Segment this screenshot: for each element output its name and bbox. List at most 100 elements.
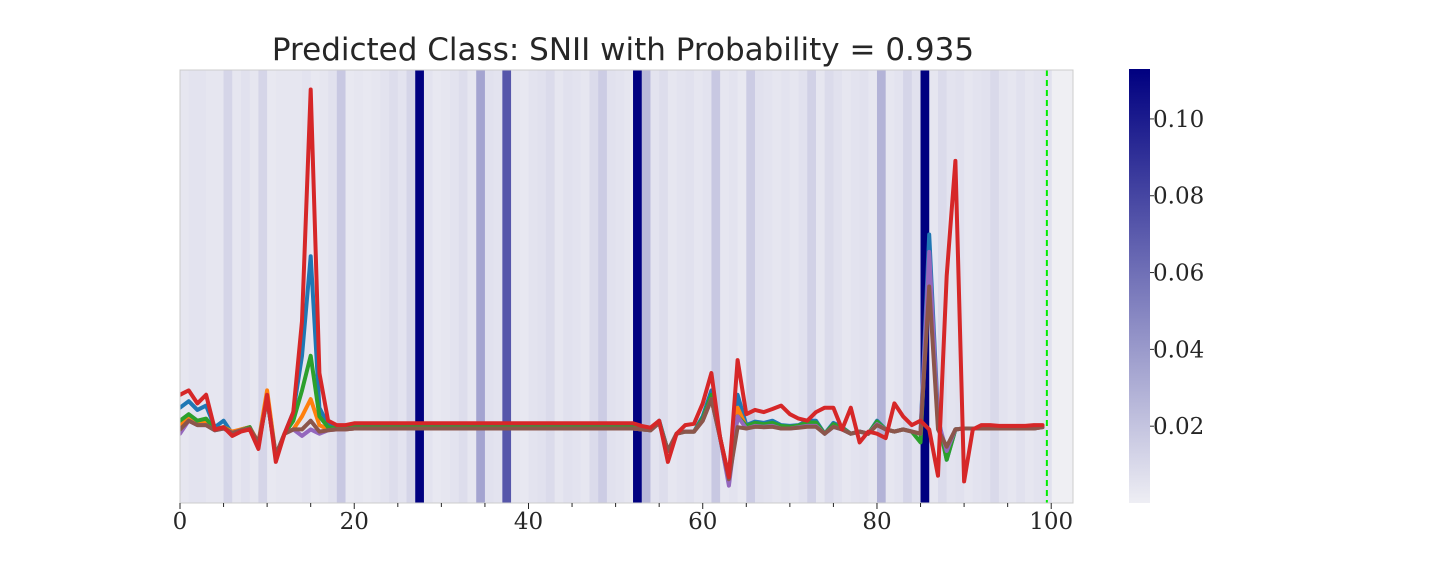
x-tick-label: 0 [173, 509, 188, 535]
attention-band [641, 70, 652, 503]
attention-band [188, 70, 199, 503]
chart-title: Predicted Class: SNII with Probability =… [272, 32, 974, 68]
attention-band [833, 70, 843, 503]
attention-band [397, 70, 408, 503]
attention-band [180, 70, 190, 503]
attention-band [815, 70, 826, 503]
attention-band [667, 70, 678, 503]
attention-band [249, 70, 260, 503]
attention-band [702, 70, 713, 503]
attention-band [685, 70, 695, 503]
attention-band [554, 70, 564, 503]
colorbar-tick-label: 0.02 [1153, 414, 1204, 440]
attention-band [380, 70, 390, 503]
colorbar-tick-label: 0.10 [1153, 107, 1204, 133]
attention-band [676, 70, 686, 503]
attention-band [859, 70, 869, 503]
attention-bands [180, 70, 1052, 503]
colorbar [1129, 69, 1150, 503]
attention-band [354, 70, 364, 503]
attention-band [336, 70, 347, 503]
attention-band [998, 70, 1009, 503]
attention-band [807, 70, 817, 503]
series-line [180, 284, 1045, 482]
x-tick-label: 40 [514, 509, 543, 535]
attention-band [284, 70, 294, 503]
plot-frame [179, 69, 1074, 504]
attention-band [214, 70, 225, 503]
attention-band [511, 70, 521, 503]
attention-band [737, 70, 747, 503]
attention-band [911, 70, 922, 503]
attention-band [929, 70, 939, 503]
attention-band [362, 70, 373, 503]
attention-band [659, 70, 669, 503]
attention-band [1007, 70, 1017, 503]
attention-band [781, 70, 791, 503]
attention-band [267, 70, 277, 503]
attention-band [972, 70, 983, 503]
attention-band [824, 70, 835, 503]
x-tick-label: 80 [862, 509, 891, 535]
attention-band [484, 70, 495, 503]
attention-band [458, 70, 469, 503]
attention-band [432, 70, 442, 503]
attention-band [450, 70, 460, 503]
attention-band [624, 70, 634, 503]
attention-band [711, 70, 721, 503]
colorbar-tick-label: 0.06 [1153, 261, 1204, 287]
attention-band [371, 70, 381, 503]
attention-band [868, 70, 878, 503]
attention-band [467, 70, 477, 503]
attention-band [206, 70, 216, 503]
x-tick-label: 60 [688, 509, 717, 535]
attention-band [981, 70, 991, 503]
attention-band [476, 70, 486, 503]
attention-band [328, 70, 338, 503]
attention-band [850, 70, 861, 503]
attention-band [519, 70, 530, 503]
attention-band [876, 70, 887, 503]
attention-band [772, 70, 782, 503]
attention-band [423, 70, 434, 503]
attention-band [1033, 70, 1044, 503]
attention-band [589, 70, 599, 503]
attention-band [798, 70, 808, 503]
attention-band [545, 70, 556, 503]
attention-band [720, 70, 730, 503]
x-tick-label: 20 [340, 509, 369, 535]
attention-band [990, 70, 1000, 503]
attention-band [197, 70, 207, 503]
attention-band [493, 70, 503, 503]
attention-band [389, 70, 399, 503]
attention-band [615, 70, 625, 503]
attention-band [319, 70, 329, 503]
attention-band [537, 70, 547, 503]
attention-band [755, 70, 765, 503]
attention-band [903, 70, 913, 503]
attention-band [293, 70, 303, 503]
attention-band [606, 70, 617, 503]
colorbar-tick-label: 0.04 [1153, 337, 1204, 363]
attention-band [1025, 70, 1035, 503]
attention-band [441, 70, 451, 503]
attention-band [964, 70, 974, 503]
attention-band [232, 70, 242, 503]
attention-band [275, 70, 286, 503]
attention-band [937, 70, 948, 503]
x-axis: 0 20 40 60 80 100 [173, 503, 1073, 535]
attention-band [946, 70, 956, 503]
series-line [180, 87, 1045, 484]
attention-band [223, 70, 233, 503]
x-tick-label: 100 [1029, 509, 1073, 535]
attention-band [415, 70, 425, 503]
attention-band [746, 70, 756, 503]
colorbar-ticks: 0.02 0.04 0.06 0.08 0.10 [1150, 107, 1204, 440]
attention-band [572, 70, 582, 503]
attention-band [694, 70, 704, 503]
attention-band [240, 70, 251, 503]
attention-band [763, 70, 774, 503]
attention-band [1042, 70, 1052, 503]
attention-band [633, 70, 643, 503]
attention-band [650, 70, 660, 503]
